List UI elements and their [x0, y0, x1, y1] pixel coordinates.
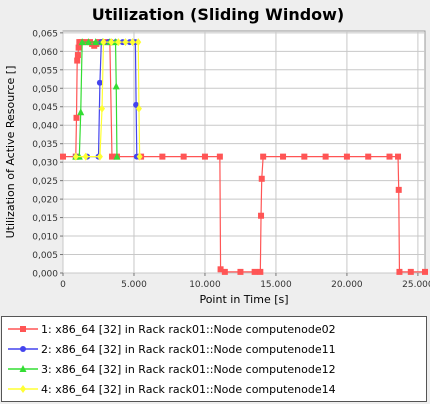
series-4: [72, 38, 143, 161]
x-axis: 0 5.000 10.000 15.000 20.000 25.000: [60, 273, 430, 290]
series-1-point: [251, 268, 258, 275]
legend-label-computenode12: 3: x86_64 [32] in Rack rack01::Node comp…: [41, 362, 336, 376]
series-1-point: [257, 268, 264, 275]
series-1-point: [396, 268, 403, 275]
series-1-point: [260, 153, 267, 160]
series-1-point: [386, 153, 393, 160]
series-3-point: [77, 108, 85, 116]
series-1-point: [422, 268, 428, 275]
x-tick-label: 5.000: [121, 280, 147, 290]
x-axis-label: Point in Time [s]: [199, 293, 288, 306]
y-tick-label: 0,005: [32, 251, 58, 261]
x-tick-label: 20.000: [331, 280, 363, 290]
series-4-point: [136, 152, 143, 161]
y-axis-label: Utilization of Active Resource []: [4, 66, 17, 239]
y-tick-label: 0,055: [32, 66, 58, 76]
series-1-point: [395, 153, 402, 160]
series-4-point: [72, 152, 79, 161]
series-1-point: [74, 52, 81, 59]
series-4-point: [122, 38, 129, 47]
chart-title: Utilization (Sliding Window): [92, 5, 345, 24]
series-1-point: [73, 114, 80, 121]
series-2-point: [96, 79, 103, 86]
legend-label-computenode02: 1: x86_64 [32] in Rack rack01::Node comp…: [41, 322, 336, 336]
series-4-point: [96, 152, 103, 161]
legend-item-computenode11: 2: x86_64 [32] in Rack rack01::Node comp…: [8, 340, 336, 358]
series-1-point: [280, 153, 287, 160]
legend-item-computenode12: 3: x86_64 [32] in Rack rack01::Node comp…: [8, 360, 336, 378]
series-3-point: [112, 82, 120, 90]
y-tick-label: 0,045: [32, 103, 58, 113]
series-4-point: [135, 38, 142, 47]
y-tick-label: 0,010: [32, 233, 58, 243]
legend-label-computenode14: 4: x86_64 [32] in Rack rack01::Node comp…: [41, 382, 336, 396]
series-1-point: [74, 57, 81, 64]
series-1-point: [322, 153, 329, 160]
y-axis: 0,000 0,005 0,010 0,015 0,020 0,025 0,030 0,035…: [32, 29, 63, 280]
y-tick-label: 0,050: [32, 85, 58, 95]
legend-label-computenode11: 2: x86_64 [32] in Rack rack01::Node comp…: [41, 342, 336, 356]
y-tick-label: 0,040: [32, 122, 58, 132]
legend-swatch-computenode14: [8, 385, 38, 393]
legend-swatch-marker: [20, 385, 26, 393]
series-4-point: [82, 152, 89, 161]
series-4-point: [115, 38, 122, 47]
legend-item-computenode14: 4: x86_64 [32] in Rack rack01::Node comp…: [8, 380, 336, 398]
legend-swatch-marker: [19, 365, 27, 372]
legend-swatch-computenode02: [8, 326, 38, 332]
utilization-chart: Utilization (Sliding Window) 0,0000,0050…: [4, 5, 430, 306]
y-tick-label: 0,035: [32, 140, 58, 150]
series-3-point: [92, 38, 100, 46]
series-4-point: [135, 104, 142, 113]
series-1-point: [60, 153, 66, 160]
series-3-point: [85, 38, 93, 46]
series-1-point: [221, 268, 228, 275]
series-4-point: [129, 38, 136, 47]
series-1-point: [237, 268, 244, 275]
series-1-point: [407, 268, 414, 275]
y-tick-label: 0,030: [32, 159, 58, 169]
y-tick-label: 0,060: [32, 48, 58, 58]
legend: 1: x86_64 [32] in Rack rack01::Node comp…: [1, 316, 427, 402]
y-tick-label: 0,015: [32, 214, 58, 224]
plot-area: [62, 30, 426, 274]
x-tick-label: 25.000: [402, 280, 430, 290]
legend-item-computenode02: 1: x86_64 [32] in Rack rack01::Node comp…: [8, 320, 336, 338]
series-1-point: [365, 153, 372, 160]
series-1-point: [258, 212, 265, 219]
x-tick-label: 15.000: [260, 280, 292, 290]
y-tick-label: 0,025: [32, 177, 58, 187]
series-1-point: [108, 153, 115, 160]
grid-lines: [62, 31, 425, 274]
series-1-point: [258, 175, 265, 182]
x-tick-label: 0: [60, 280, 66, 290]
series-1-point: [201, 153, 208, 160]
series-lines: [60, 38, 428, 275]
series-3-point: [113, 152, 121, 160]
legend-swatch-computenode11: [8, 346, 38, 352]
series-1-point: [216, 153, 223, 160]
series-1-point: [343, 153, 350, 160]
series-4-point: [108, 38, 115, 47]
series-3-point: [78, 38, 86, 46]
x-tick-label: 10.000: [189, 280, 221, 290]
series-1-point: [217, 266, 224, 273]
legend-swatch-computenode12: [8, 365, 38, 372]
y-tick-label: 0,020: [32, 196, 58, 206]
y-tick-label: 0,065: [32, 29, 58, 39]
series-1-point: [395, 186, 402, 193]
y-tick-label: 0,000: [32, 270, 58, 280]
series-1-point: [180, 153, 187, 160]
series-1-point: [159, 153, 166, 160]
series-1-point: [75, 44, 82, 51]
series-1-point: [301, 153, 308, 160]
legend-swatch-marker: [20, 326, 26, 332]
legend-swatch-marker: [20, 346, 26, 352]
series-4-point: [100, 38, 107, 47]
series-4-point: [99, 104, 106, 113]
